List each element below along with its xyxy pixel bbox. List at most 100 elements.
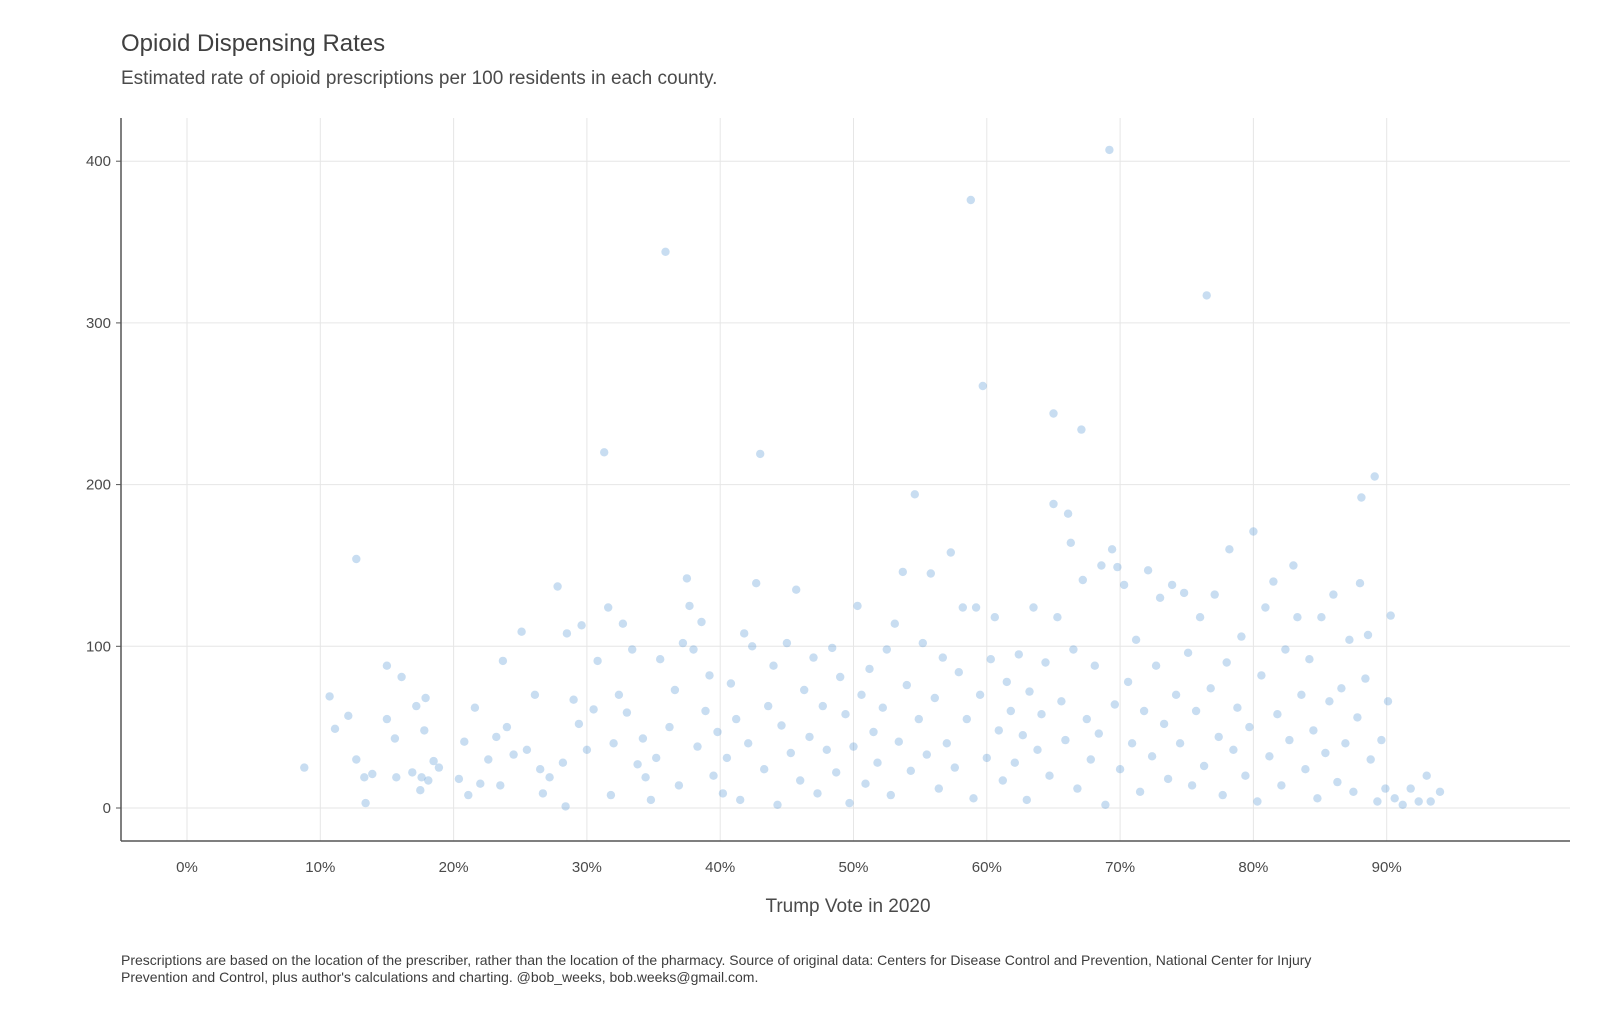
data-point (1010, 758, 1019, 767)
data-point (1191, 706, 1201, 716)
data-point (1041, 658, 1050, 667)
data-point (760, 765, 769, 774)
data-point (300, 763, 309, 772)
x-tick-label: 60% (972, 859, 1002, 876)
data-point (670, 685, 680, 695)
data-point (1329, 590, 1338, 599)
data-point (938, 653, 947, 662)
data-point (678, 638, 688, 648)
data-point (1063, 509, 1073, 518)
data-point (962, 714, 971, 724)
x-tick-label: 0% (176, 859, 198, 876)
data-point (1082, 714, 1092, 724)
data-point (1163, 774, 1173, 784)
data-point (1061, 735, 1070, 745)
data-point (484, 755, 493, 764)
data-point (689, 645, 698, 654)
data-point (946, 548, 955, 557)
x-axis-ticks: 0% 10% 20% 30% 40% 50% 60% 70% 80% 90% (176, 859, 1402, 876)
data-point (1357, 493, 1366, 502)
x-tick-label: 90% (1372, 859, 1402, 876)
data-point (1317, 613, 1326, 622)
data-point (1131, 635, 1141, 644)
data-point (1285, 735, 1294, 745)
data-point (1002, 677, 1011, 687)
data-point (805, 732, 814, 742)
data-point (736, 795, 745, 805)
data-point (882, 645, 891, 654)
data-point (606, 790, 616, 800)
data-point (898, 567, 907, 577)
data-point (1313, 794, 1322, 803)
data-point (1022, 795, 1031, 805)
data-point (1155, 593, 1165, 602)
data-point (693, 742, 702, 751)
data-point (1107, 545, 1117, 554)
y-tick-label: 400 (86, 153, 111, 170)
data-point (1363, 630, 1373, 640)
x-tick-label: 30% (572, 859, 602, 876)
data-point (890, 619, 899, 628)
data-point (1233, 703, 1242, 712)
data-point (344, 711, 353, 720)
data-point (853, 601, 862, 611)
data-point (424, 776, 433, 785)
data-point (553, 582, 562, 591)
data-point (994, 726, 1003, 735)
data-point (538, 789, 548, 798)
data-point (869, 727, 878, 737)
data-point (1090, 661, 1100, 670)
data-point (1006, 706, 1015, 716)
data-point (464, 790, 473, 800)
data-point (1151, 661, 1161, 670)
data-point (1049, 409, 1058, 418)
data-point (569, 695, 578, 704)
data-point (764, 701, 773, 711)
data-point (1123, 677, 1133, 687)
data-point (914, 714, 923, 724)
data-point (652, 753, 661, 763)
data-point (773, 800, 782, 809)
x-tick-label: 10% (305, 859, 335, 876)
data-point (713, 727, 722, 737)
data-point (1119, 580, 1129, 590)
data-point (849, 742, 858, 751)
x-tick-label: 40% (705, 859, 735, 876)
data-point (417, 773, 426, 782)
data-point (1049, 499, 1058, 509)
data-point (1366, 755, 1375, 764)
data-point (633, 760, 642, 769)
data-point (498, 656, 508, 666)
data-point (361, 798, 370, 808)
data-point (756, 449, 765, 459)
data-point (1361, 674, 1370, 683)
data-point (1014, 650, 1023, 659)
data-point (1066, 538, 1076, 547)
data-point (600, 448, 609, 457)
data-point (420, 726, 429, 735)
data-point (1115, 765, 1125, 774)
data-point (990, 613, 999, 622)
data-point (460, 737, 469, 746)
data-point (1245, 722, 1254, 732)
x-axis-title: Trump Vote in 2020 (765, 896, 930, 917)
data-point (562, 629, 572, 638)
data-point (709, 771, 718, 780)
data-point (978, 381, 987, 391)
data-point (1293, 613, 1302, 622)
data-point (836, 672, 845, 682)
data-point (954, 668, 963, 677)
data-point (1281, 645, 1290, 654)
data-point (813, 789, 822, 798)
data-point (593, 656, 602, 666)
data-point (873, 758, 882, 767)
data-point (1086, 755, 1096, 764)
data-point (1045, 771, 1054, 780)
data-point (622, 708, 632, 717)
data-point (1337, 684, 1346, 693)
x-tick-label: 50% (838, 859, 868, 876)
data-point (1426, 797, 1435, 806)
data-point (1175, 739, 1185, 748)
data-point (861, 779, 870, 788)
data-point (1269, 577, 1278, 586)
